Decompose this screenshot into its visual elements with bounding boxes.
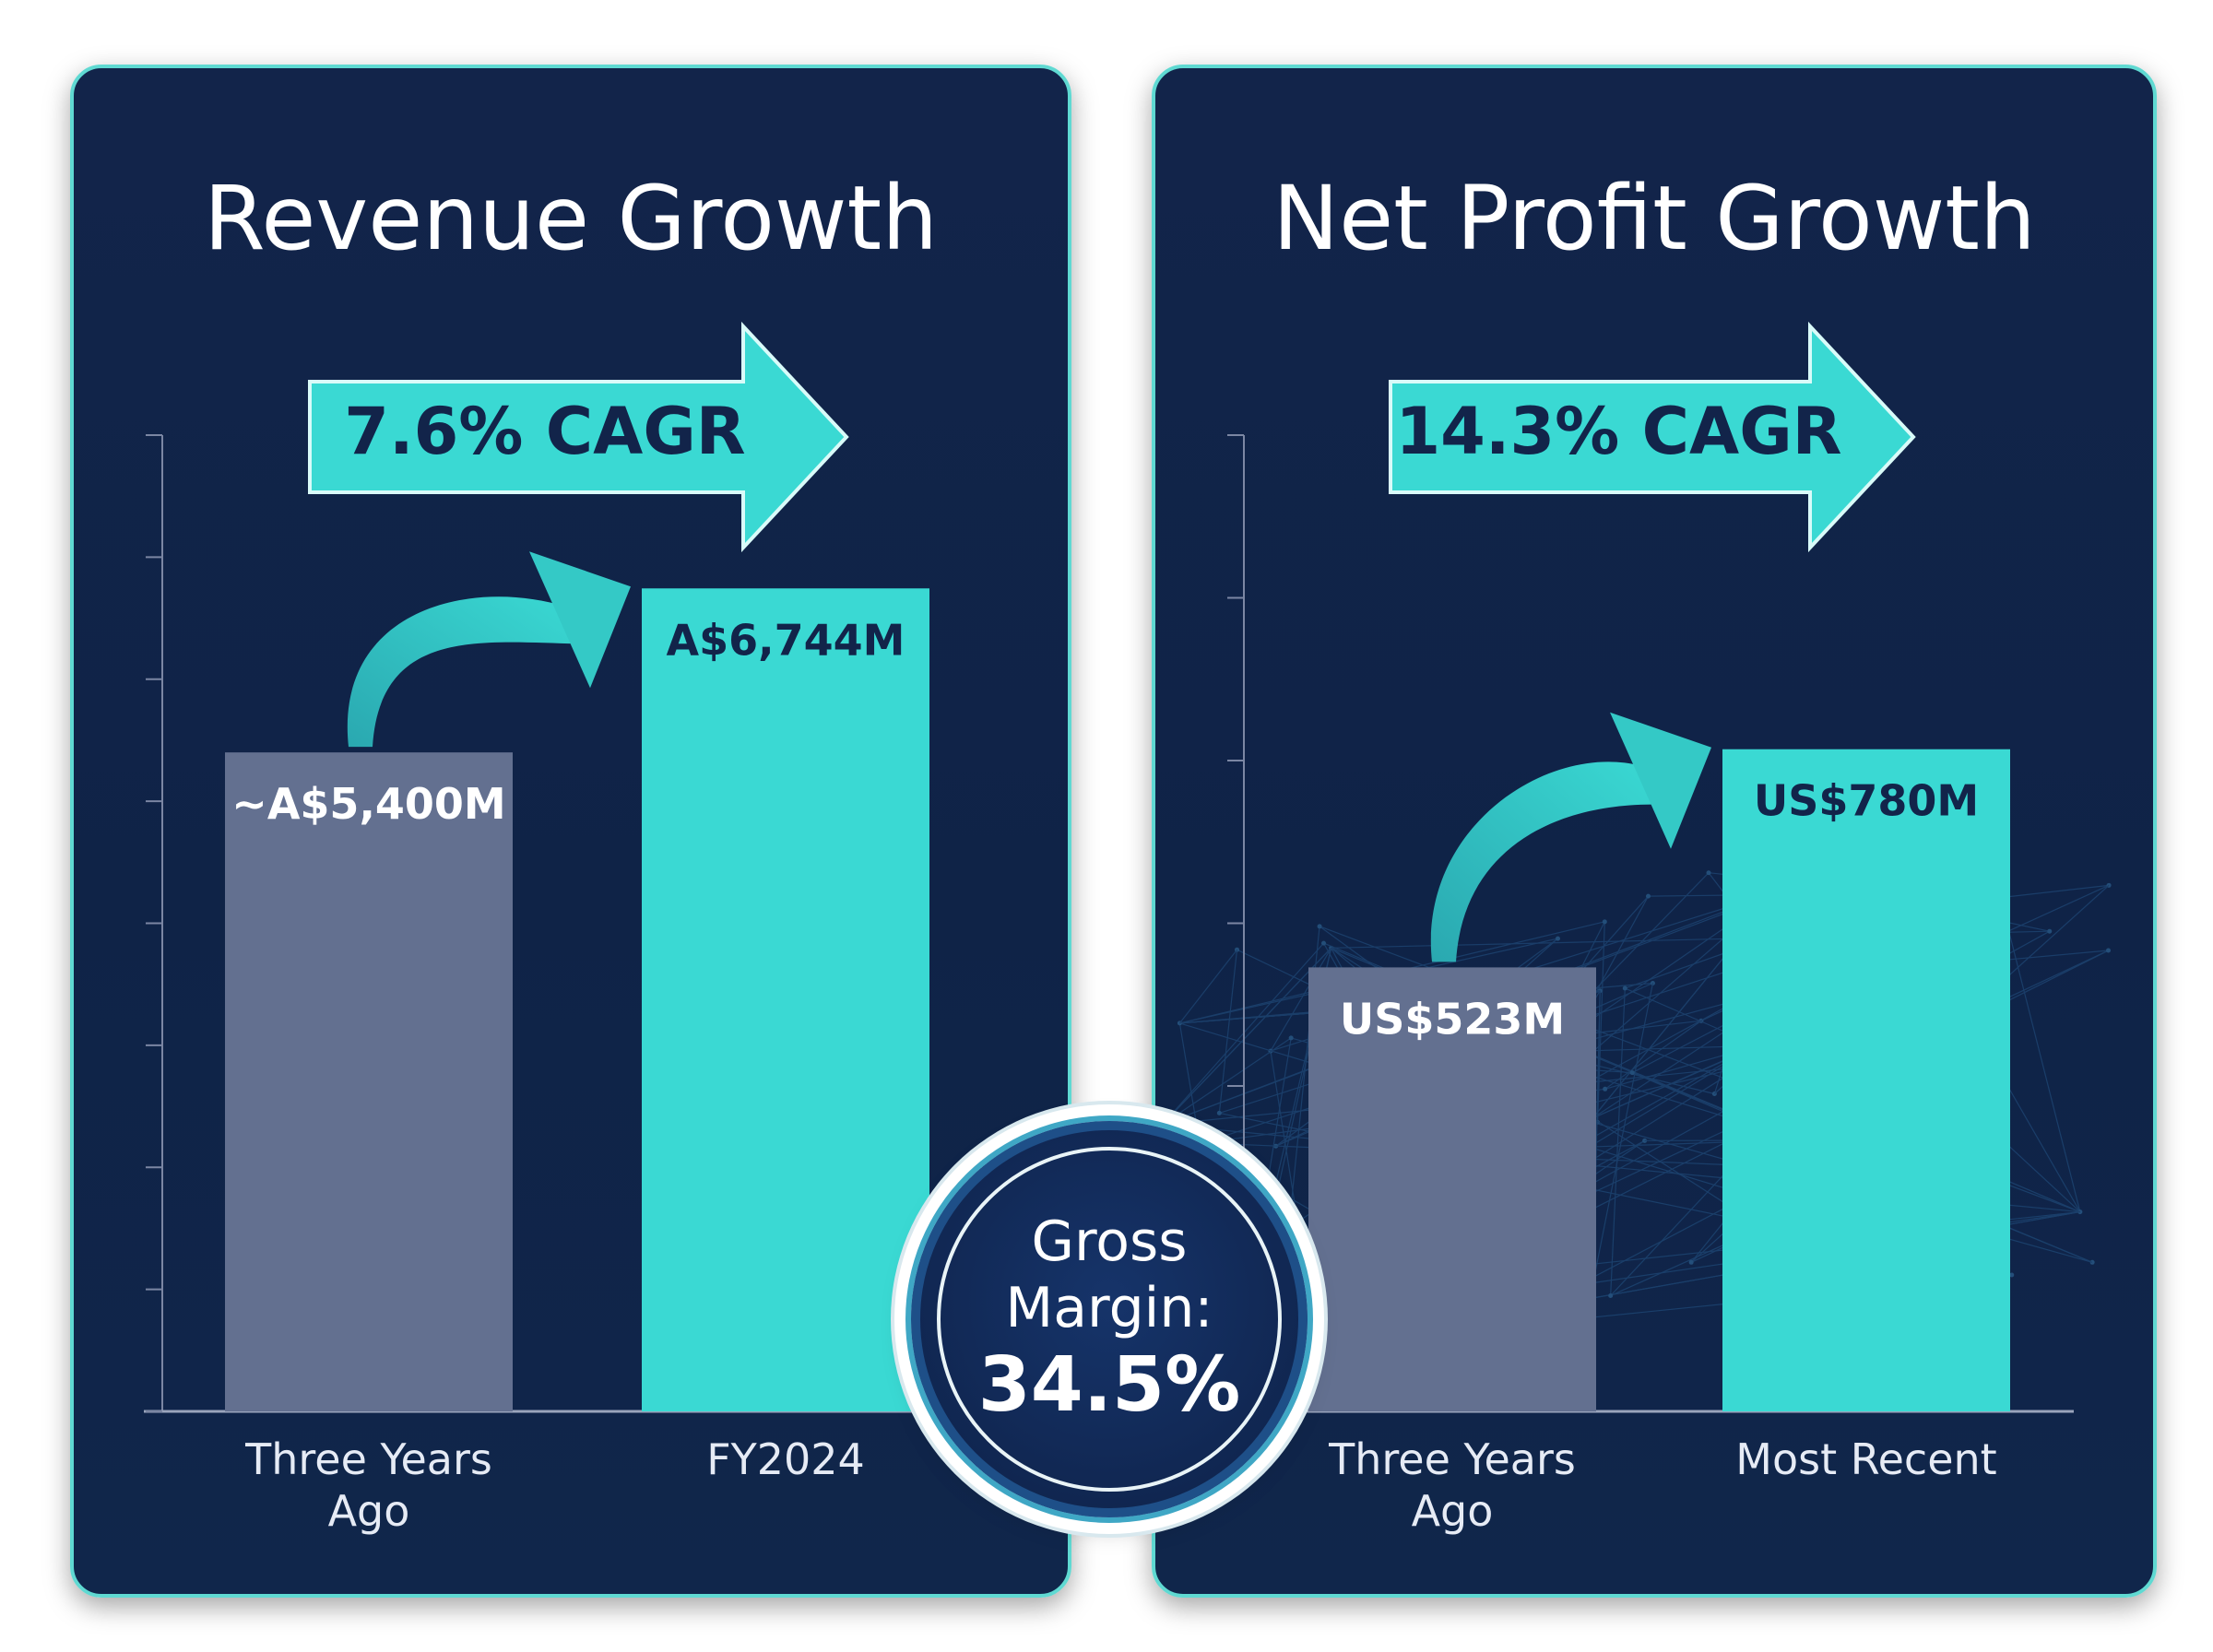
network-node [1317,924,1322,929]
bar-value-label: US$780M [1754,776,1979,826]
network-line [1596,990,1601,1123]
network-node [1160,1122,1166,1127]
category-label: Most Recent [1735,1434,1996,1484]
network-node [1608,1292,1614,1298]
network-line [1596,921,1605,1123]
bar-value-label: A$6,744M [667,615,905,665]
network-node [2077,1210,2083,1215]
network-node [1642,1138,1648,1143]
bar-latest [1722,749,2010,1411]
network-node [2089,1259,2095,1265]
network-line [1162,947,1332,1126]
network-node [1273,1143,1279,1149]
network-node [1650,981,1655,986]
network-node [1711,1092,1717,1097]
network-node [1268,1048,1273,1054]
network-node [1595,1120,1601,1126]
growth-curve-arrow [347,551,631,748]
category-label-line: Three Years [1328,1434,1576,1484]
cagr-arrow: 7.6% CAGR [308,321,849,553]
net-profit-growth-panel: Net Profit Growth US$523M Three Years Ago US… [1152,65,2157,1598]
chart-title: Revenue Growth [204,167,938,270]
network-line [1162,1037,1292,1126]
cagr-arrow-shape [308,321,849,553]
growth-curve-arrow [1430,712,1711,962]
network-node [1698,1018,1704,1023]
category-label: Three Years Ago [244,1434,492,1536]
network-node [1555,936,1560,941]
cagr-arrow-shape [1389,321,1916,553]
cagr-label: 14.3% CAGR [1395,394,1841,469]
network-node [1603,1086,1608,1092]
network-node [2106,882,2112,888]
revenue-growth-chart: Revenue Growth ~A$5,400M Three Years Ago A$6… [144,167,1068,1536]
category-label-line: Three Years [244,1434,492,1484]
badge-label-line1: Gross [1031,1210,1188,1274]
network-node [1646,893,1651,899]
network-line [1995,882,2081,1212]
growth-curve-head [1610,712,1711,849]
category-label-line: Ago [1412,1486,1494,1536]
bar-earlier [1308,967,1596,1411]
category-label: Three Years Ago [1328,1434,1576,1536]
network-node [1288,1035,1294,1041]
category-label-line: Ago [328,1486,410,1536]
network-node [1622,985,1627,991]
network-node [1629,1070,1635,1076]
growth-curve-body [1430,761,1658,962]
network-line [1178,949,1237,1024]
badge-ring [937,1147,1282,1492]
network-node [1321,940,1327,946]
network-node [1597,988,1603,994]
gross-margin-badge: Gross Margin: 34.5% [911,1121,1308,1517]
bar-value-label: US$523M [1340,994,1565,1044]
network-line [1592,983,1654,1283]
network-node [1602,919,1607,925]
bar-latest [642,588,929,1411]
network-node [2047,928,2053,934]
network-node [2009,1272,2015,1278]
cagr-arrow: 14.3% CAGR [1389,321,1916,553]
network-line [1270,948,1332,1052]
badge-label-line2: Margin: [1005,1276,1213,1340]
category-label: FY2024 [706,1434,865,1484]
network-line [1218,950,1238,1114]
network-line [1604,1020,1702,1090]
growth-curve-body [347,596,577,748]
growth-curve-head [529,551,631,689]
network-node [1177,1021,1182,1026]
cagr-label: 7.6% CAGR [344,394,745,469]
bar-earlier [225,752,513,1411]
network-node [1216,1110,1222,1115]
network-node [1329,945,1334,950]
network-node [1235,947,1240,952]
net-profit-growth-chart: Net Profit Growth US$523M Three Years Ago US… [1160,167,2112,1536]
revenue-growth-panel: Revenue Growth ~A$5,400M Three Years Ago A$6… [70,65,1071,1598]
network-node [2106,948,2112,953]
network-line [1592,1051,1744,1119]
network-node [1688,1259,1694,1265]
network-line [1610,987,1626,1296]
network-line [1162,947,1332,1126]
category-label-line: Most Recent [1735,1434,1996,1484]
category-label-line: FY2024 [706,1434,865,1484]
chart-title: Net Profit Growth [1272,167,2035,270]
network-node [1706,870,1711,876]
bar-value-label: ~A$5,400M [231,779,505,829]
badge-value: 34.5% [977,1341,1241,1429]
